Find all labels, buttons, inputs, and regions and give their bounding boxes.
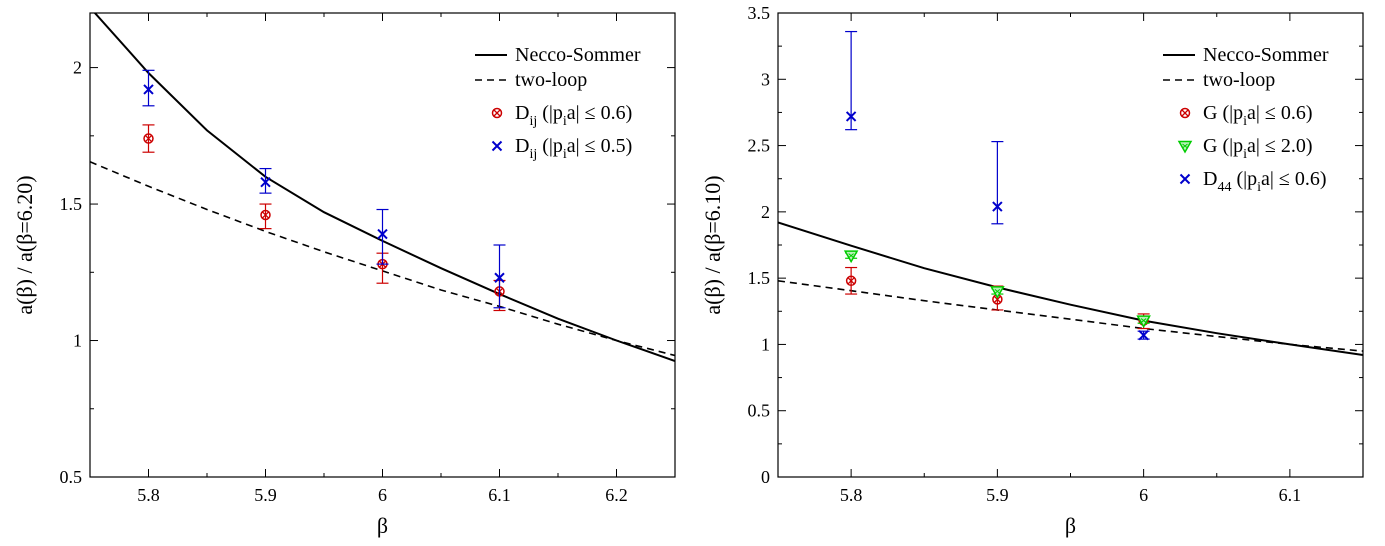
chart-1: 5.8 5.9 6 6.1 6.2 0.5 1 1.5 2 β a(β) / a(β=6.20) Ne… — [12, 12, 676, 538]
legend-label: two-loop — [1203, 69, 1275, 91]
data-point-cross — [847, 277, 855, 285]
data-point-cross — [145, 135, 152, 143]
series-3 — [845, 30, 1150, 341]
x-tick-label: 5.8 — [137, 485, 160, 505]
y-tick-label: 1 — [73, 331, 82, 351]
data-point-cross — [262, 211, 269, 219]
legend-marker-ring — [491, 107, 503, 119]
legend-marker — [1179, 173, 1191, 185]
x-tick-label: 6.1 — [1279, 485, 1302, 505]
data-point-cross — [994, 289, 1001, 294]
series-1 — [142, 124, 506, 312]
x-tick-label: 5.9 — [986, 485, 1009, 505]
x-axis-title: β — [1065, 513, 1076, 538]
legend-marker — [491, 107, 503, 119]
curve-group — [778, 221, 1363, 356]
plot-frame — [89, 12, 676, 478]
data-point — [990, 286, 1005, 299]
y-tick-label: 0.5 — [748, 401, 771, 421]
y-tick-label: 3 — [761, 69, 770, 89]
y-axis-title: a(β) / a(β=6.20) — [12, 175, 37, 314]
legend-marker — [1177, 140, 1193, 154]
series-2 — [843, 250, 1151, 329]
legend-marker — [491, 140, 503, 152]
error-bar — [376, 208, 389, 265]
data-point-shape — [990, 286, 1005, 299]
chart-2: 5.8 5.9 6 6.1 0 0.5 1 1.5 2 2.5 3 3.5 β a(β) / a(β=6.… — [700, 3, 1364, 538]
data-point-shape — [843, 250, 859, 264]
y-tick-label: 2 — [73, 58, 82, 78]
legend: Necco-Sommer two-loop Dij (|pia| ≤ 0.6) Dij… — [475, 44, 641, 162]
y-tick-label: 1.5 — [60, 194, 83, 214]
curve-two-loop — [778, 280, 1363, 352]
data-point — [845, 111, 857, 122]
data-point-cross — [1140, 318, 1147, 323]
legend-label: D44 (|pia| ≤ 0.6) — [1203, 168, 1327, 195]
data-point — [143, 84, 154, 95]
data-point-shape — [1136, 315, 1151, 329]
y-tick-label: 3.5 — [748, 3, 771, 23]
legend-marker-cross — [1182, 143, 1188, 149]
data-point — [1138, 329, 1149, 341]
tick-group: 5.8 5.9 6 6.1 0 0.5 1 1.5 2 2.5 3 3.5 — [748, 3, 1363, 505]
data-point — [377, 228, 388, 240]
error-bar — [991, 140, 1004, 225]
legend-label: G (|pia| ≤ 0.6) — [1203, 102, 1313, 129]
error-bar — [259, 203, 272, 230]
x-tick-label: 6.2 — [605, 485, 628, 505]
data-point — [143, 133, 154, 144]
x-tick-label: 5.9 — [254, 485, 277, 505]
legend-marker-ring — [1179, 107, 1191, 119]
legend-marker — [1179, 107, 1191, 119]
y-tick-label: 1 — [761, 334, 770, 354]
tick-group: 5.8 5.9 6 6.1 6.2 0.5 1 1.5 2 — [60, 13, 675, 505]
data-point — [1136, 315, 1151, 329]
legend-marker-shape — [1177, 140, 1193, 154]
data-point — [845, 275, 857, 287]
x-axis-title: β — [377, 513, 388, 538]
legend-label: Necco-Sommer — [1203, 44, 1329, 66]
legend-label: Dij (|pia| ≤ 0.5) — [515, 135, 632, 162]
data-point — [494, 272, 505, 283]
data-point — [260, 209, 271, 221]
x-tick-label: 6 — [1139, 485, 1148, 505]
legend-marker-cross — [1181, 109, 1189, 117]
series-2 — [142, 69, 506, 309]
data-point-cross — [848, 253, 854, 258]
y-tick-label: 2 — [761, 202, 770, 222]
legend-label: Necco-Sommer — [515, 44, 641, 66]
data-point-cross — [993, 295, 1001, 303]
x-tick-label: 6.1 — [488, 485, 511, 505]
x-tick-label: 5.8 — [840, 485, 863, 505]
legend-label: two-loop — [515, 69, 587, 91]
error-bar — [845, 30, 858, 131]
y-tick-label: 0.5 — [60, 467, 83, 487]
data-point-ring — [845, 275, 857, 287]
data-point — [843, 250, 859, 264]
y-axis-title: a(β) / a(β=6.10) — [700, 175, 725, 314]
data-point-ring — [143, 133, 154, 144]
data-point — [260, 177, 271, 188]
y-tick-label: 0 — [761, 467, 770, 487]
legend-label: G (|pia| ≤ 2.0) — [1203, 135, 1313, 162]
legend-marker-cross — [493, 109, 501, 117]
x-tick-label: 6 — [378, 485, 387, 505]
data-point — [992, 201, 1003, 212]
plot-frame — [777, 12, 1364, 478]
curve-necco-sommer — [778, 221, 1363, 356]
y-tick-label: 1.5 — [748, 268, 771, 288]
data-point-ring — [260, 209, 271, 221]
y-tick-label: 2.5 — [748, 136, 771, 156]
legend-label: Dij (|pia| ≤ 0.6) — [515, 102, 632, 129]
legend: Necco-Sommer two-loop G (|pia| ≤ 0.6) G (|p… — [1163, 44, 1329, 195]
